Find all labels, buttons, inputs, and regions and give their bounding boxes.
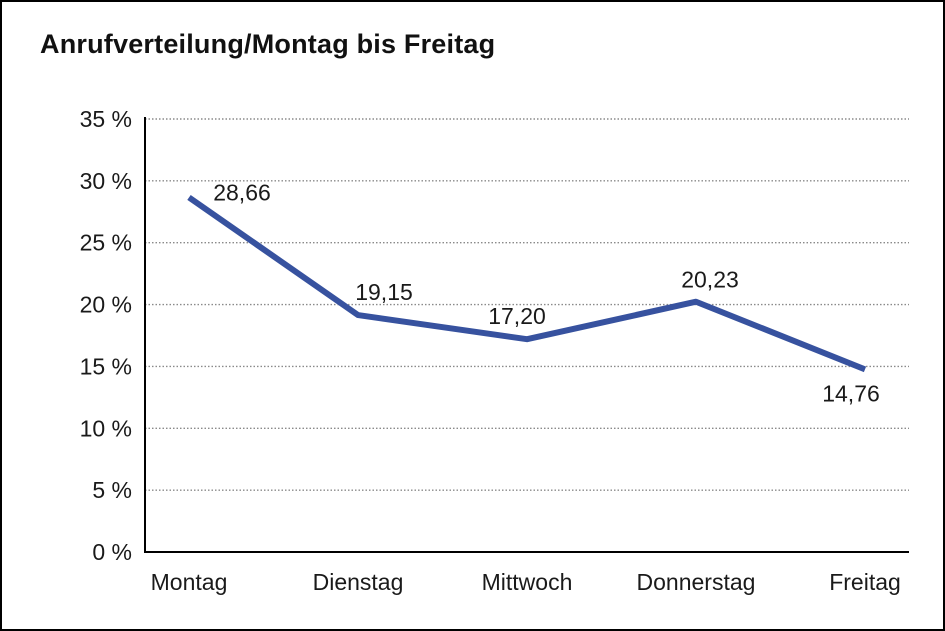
x-category-label: Montag (151, 569, 228, 595)
chart-title: Anrufverteilung/Montag bis Freitag (40, 29, 496, 59)
y-tick-label: 15 % (80, 353, 132, 379)
data-point-label: 17,20 (488, 303, 546, 329)
data-point-label: 20,23 (681, 267, 739, 293)
y-tick-label: 5 % (92, 477, 132, 503)
data-point-label: 28,66 (213, 179, 271, 205)
x-category-label: Mittwoch (482, 569, 573, 595)
data-line (187, 194, 867, 373)
data-point-label: 14,76 (822, 380, 880, 406)
y-tick-label: 0 % (92, 539, 132, 565)
y-tick-label: 35 % (80, 106, 132, 132)
x-category-label: Donnerstag (637, 569, 756, 595)
x-category-label: Freitag (829, 569, 901, 595)
y-tick-label: 20 % (80, 292, 132, 318)
y-tick-label: 30 % (80, 168, 132, 194)
x-category-label: Dienstag (313, 569, 404, 595)
y-tick-label: 10 % (80, 415, 132, 441)
y-tick-label: 25 % (80, 230, 132, 256)
data-point-label: 19,15 (355, 279, 413, 305)
